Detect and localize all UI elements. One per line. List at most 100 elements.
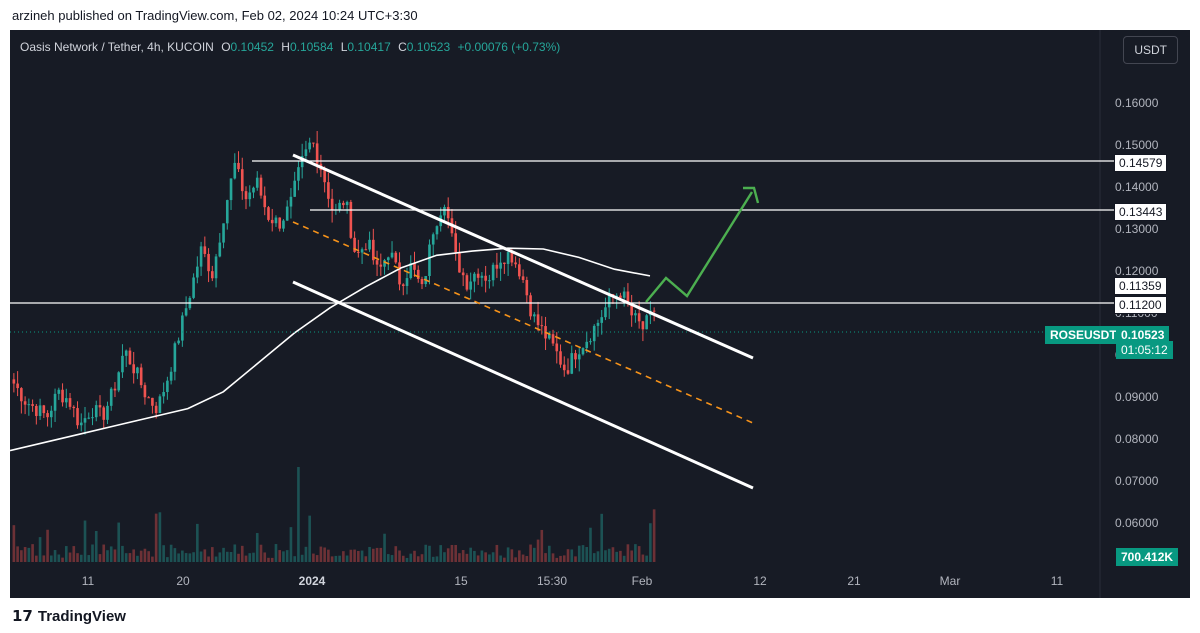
- volume-bar: [117, 522, 121, 562]
- volume-bar: [244, 555, 248, 562]
- candle-body: [162, 392, 165, 397]
- volume-bar: [218, 552, 222, 562]
- volume-bar: [42, 555, 46, 562]
- candle-body: [566, 370, 570, 374]
- volume-bar: [446, 548, 450, 562]
- candle-body: [151, 397, 154, 406]
- candle-body: [57, 389, 61, 394]
- candle-body: [124, 350, 128, 356]
- volume-bar: [233, 544, 237, 562]
- candle-body: [267, 207, 270, 220]
- volume-bar: [53, 550, 57, 562]
- symbol-tag: ROSEUSDT: [1045, 326, 1122, 344]
- candle-body: [345, 201, 349, 206]
- volume-bar: [585, 546, 589, 562]
- candle-body: [409, 263, 413, 279]
- volume-bar: [401, 555, 405, 562]
- candle-body: [53, 393, 57, 411]
- time-tick: 11: [1050, 574, 1064, 588]
- volume-bar: [222, 547, 225, 562]
- candle-body: [154, 405, 158, 414]
- volume-bar: [237, 553, 240, 562]
- volume-bar: [304, 546, 308, 562]
- volume-bar: [364, 556, 368, 562]
- candle-body: [615, 295, 618, 297]
- volume-bar: [38, 537, 42, 562]
- candle-body: [480, 275, 484, 278]
- volume-bar: [154, 513, 158, 562]
- volume-bar: [476, 555, 480, 562]
- volume-bar: [289, 527, 293, 562]
- candle-body: [506, 252, 510, 264]
- volume-bar: [488, 554, 491, 562]
- candle-body: [529, 295, 532, 317]
- volume-bar: [622, 555, 626, 562]
- volume-bar: [147, 551, 150, 562]
- price-tick: 0.12000: [1115, 264, 1159, 278]
- candle-body: [173, 343, 177, 372]
- candle-body: [274, 217, 278, 224]
- volume-bar: [626, 544, 630, 562]
- volume-bar: [20, 550, 23, 562]
- candle-body: [31, 404, 34, 406]
- candle-body: [106, 405, 109, 420]
- candle-body: [592, 325, 596, 342]
- candle-body: [398, 262, 401, 285]
- candle-body: [626, 291, 630, 305]
- volume-bar: [529, 544, 532, 562]
- candle-body: [360, 249, 364, 253]
- volume-bar: [177, 553, 180, 562]
- volume-bar: [390, 555, 394, 562]
- volume-bar: [547, 545, 551, 562]
- candle-body: [259, 177, 263, 196]
- volume-bar: [634, 544, 637, 562]
- time-tick: 11: [81, 574, 95, 588]
- candle-body: [132, 364, 135, 374]
- candle-body: [233, 162, 237, 179]
- volume-bar: [267, 557, 270, 562]
- volume-bar: [398, 550, 401, 562]
- candle-body: [121, 355, 124, 373]
- volume-bar: [342, 551, 345, 562]
- price-chart-svg[interactable]: [10, 30, 1190, 598]
- volume-bar: [102, 544, 106, 562]
- volume-bar: [162, 545, 165, 562]
- time-tick: 2024: [298, 574, 326, 588]
- candle-body: [113, 388, 117, 391]
- volume-bar: [645, 555, 648, 562]
- candle-body: [42, 405, 46, 414]
- volume-bar: [604, 550, 607, 562]
- volume-bar: [203, 549, 207, 562]
- candle-body: [431, 234, 435, 245]
- candle-body: [510, 252, 514, 263]
- candle-body: [214, 256, 218, 279]
- volume-bar: [510, 549, 514, 562]
- tradingview-logo[interactable]: 𝟭𝟳 TradingView: [12, 607, 131, 625]
- volume-bar: [619, 550, 622, 562]
- candle-body: [308, 142, 311, 150]
- price-tick: 0.14000: [1115, 180, 1159, 194]
- candle-body: [600, 317, 604, 323]
- candle-body: [225, 200, 229, 224]
- volume-bar: [87, 555, 91, 562]
- candle-body: [401, 284, 405, 286]
- candle-body: [641, 321, 645, 330]
- candle-body: [285, 206, 289, 221]
- volume-bar: [596, 551, 600, 562]
- volume-bar: [211, 547, 214, 562]
- candle-body: [435, 226, 439, 235]
- price-tick: 0.15000: [1115, 138, 1159, 152]
- candle-body: [222, 223, 225, 243]
- volume-bar: [113, 549, 117, 562]
- volume-bar: [278, 550, 282, 562]
- volume-bar: [158, 512, 162, 562]
- close-label: C: [398, 40, 407, 54]
- candle-body: [637, 313, 641, 322]
- candle-body: [184, 308, 188, 316]
- volume-bar: [525, 556, 529, 562]
- brand-name: TradingView: [37, 608, 126, 625]
- currency-button[interactable]: USDT: [1123, 36, 1178, 64]
- chart-area[interactable]: Oasis Network / Tether, 4h, KUCOIN O0.10…: [10, 30, 1190, 598]
- volume-bar: [136, 555, 139, 562]
- candle-body: [375, 260, 379, 265]
